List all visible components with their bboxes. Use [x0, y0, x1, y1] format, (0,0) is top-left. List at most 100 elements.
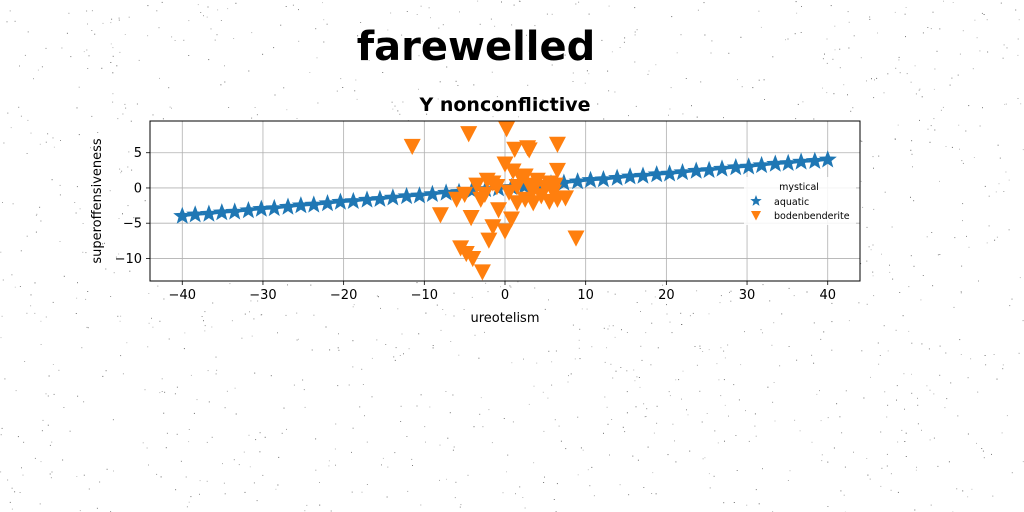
data-point-bodenbenderite: [508, 179, 526, 196]
data-point-bodenbenderite: [502, 211, 520, 228]
data-point-aquatic: [423, 184, 442, 202]
x-axis-label: ureotelism: [470, 311, 539, 326]
y-tick-label: −5: [123, 217, 142, 232]
data-point-aquatic: [278, 197, 297, 215]
data-point-aquatic: [410, 186, 429, 204]
x-tick-label: 40: [819, 288, 836, 303]
data-point-aquatic: [370, 189, 389, 207]
y-axis-label: superoffensiveness: [90, 138, 105, 264]
data-point-aquatic: [304, 195, 323, 213]
data-point-aquatic: [752, 155, 771, 174]
data-point-aquatic: [199, 204, 218, 222]
data-point-aquatic: [594, 170, 613, 188]
legend-star-marker: [750, 195, 762, 206]
x-tick-label: 20: [658, 288, 675, 303]
x-tick-label: 10: [577, 288, 594, 303]
data-point-aquatic: [739, 157, 758, 175]
data-point-aquatic: [225, 202, 244, 220]
y-tick-label: 5: [134, 146, 142, 161]
data-point-aquatic: [344, 191, 363, 209]
data-point-aquatic: [621, 167, 640, 185]
data-point-aquatic: [212, 203, 231, 221]
x-tick-label: −40: [169, 288, 196, 303]
data-point-aquatic: [186, 205, 205, 223]
data-point-aquatic: [515, 177, 534, 195]
x-tick-label: −30: [249, 288, 276, 303]
data-point-bodenbenderite: [546, 177, 564, 194]
data-point-aquatic: [358, 190, 377, 208]
legend-box: [744, 177, 856, 225]
data-point-bodenbenderite: [548, 136, 566, 153]
data-point-aquatic: [331, 192, 350, 210]
legend: mystical aquatic bodenbenderite: [744, 177, 856, 225]
data-point-aquatic: [318, 194, 337, 212]
data-point-bodenbenderite: [506, 141, 524, 158]
data-point-aquatic: [239, 201, 258, 219]
data-point-aquatic: [818, 150, 837, 168]
data-point-aquatic: [766, 154, 785, 172]
data-point-aquatic: [726, 158, 745, 176]
data-point-bodenbenderite: [524, 195, 542, 212]
data-point-bodenbenderite: [484, 219, 502, 236]
data-point-aquatic: [700, 160, 719, 178]
data-point-aquatic: [792, 152, 811, 170]
data-point-aquatic: [608, 168, 627, 186]
data-point-aquatic: [554, 173, 573, 191]
data-point-aquatic: [568, 172, 587, 190]
data-point-bodenbenderite: [496, 156, 514, 173]
y-axis-ticks: −10 −5 0 5: [115, 146, 150, 267]
data-point-bodenbenderite: [548, 162, 566, 179]
data-point-bodenbenderite: [516, 168, 534, 185]
data-point-bodenbenderite: [462, 210, 480, 227]
data-point-bodenbenderite: [567, 230, 585, 247]
data-point-aquatic: [687, 161, 706, 179]
x-tick-label: −10: [411, 288, 438, 303]
x-axis-ticks: −40 −30 −20 −10 0 10 20 30 40: [169, 281, 836, 303]
data-point-aquatic: [713, 159, 732, 177]
data-point-bodenbenderite: [557, 190, 575, 207]
legend-label-aquatic: aquatic: [774, 197, 809, 208]
data-point-bodenbenderite: [520, 142, 538, 159]
scatter-axes: −40 −30 −20 −10 0 10 20 30 40 −10 −5 0 5 Y nonconfl…: [90, 94, 861, 326]
data-point-bodenbenderite: [504, 163, 522, 180]
data-point-aquatic: [383, 188, 402, 206]
data-point-aquatic: [660, 164, 679, 182]
data-point-aquatic: [252, 199, 271, 217]
data-point-aquatic: [397, 186, 416, 205]
data-point-bodenbenderite: [403, 138, 421, 156]
data-point-bodenbenderite: [496, 223, 514, 240]
x-tick-label: 0: [501, 288, 509, 303]
data-point-bodenbenderite: [468, 177, 486, 194]
data-point-bodenbenderite: [484, 175, 502, 192]
legend-triangle-marker: [751, 211, 761, 221]
data-point-bodenbenderite: [456, 186, 474, 203]
legend-title: mystical: [779, 182, 819, 193]
data-point-bodenbenderite: [431, 207, 449, 224]
data-point-bodenbenderite: [490, 202, 508, 219]
data-point-bodenbenderite: [473, 264, 491, 281]
data-point-bodenbenderite: [472, 191, 490, 208]
legend-marker-aquatic: [750, 195, 762, 206]
data-point-aquatic: [633, 166, 652, 184]
data-point-aquatic: [265, 198, 284, 217]
data-point-aquatic: [805, 151, 824, 169]
figure-title: farewelled: [357, 24, 596, 70]
data-point-bodenbenderite: [480, 232, 498, 249]
data-point-aquatic: [173, 206, 192, 224]
data-point-bodenbenderite: [524, 182, 542, 199]
data-point-bodenbenderite: [464, 250, 482, 268]
data-point-bodenbenderite: [500, 184, 518, 201]
data-point-aquatic: [462, 181, 481, 199]
series-bodenbenderite: [403, 121, 585, 281]
x-tick-label: −20: [330, 288, 357, 303]
data-point-bodenbenderite: [498, 121, 516, 138]
axes-title: Y nonconflictive: [418, 94, 590, 116]
y-tick-label: −10: [115, 252, 142, 267]
data-point-aquatic: [291, 196, 310, 214]
data-point-bodenbenderite: [460, 126, 478, 143]
x-tick-label: 30: [739, 288, 756, 303]
data-point-aquatic: [779, 153, 798, 171]
data-point-aquatic: [581, 170, 600, 188]
legend-label-bodenbenderite: bodenbenderite: [774, 211, 850, 222]
